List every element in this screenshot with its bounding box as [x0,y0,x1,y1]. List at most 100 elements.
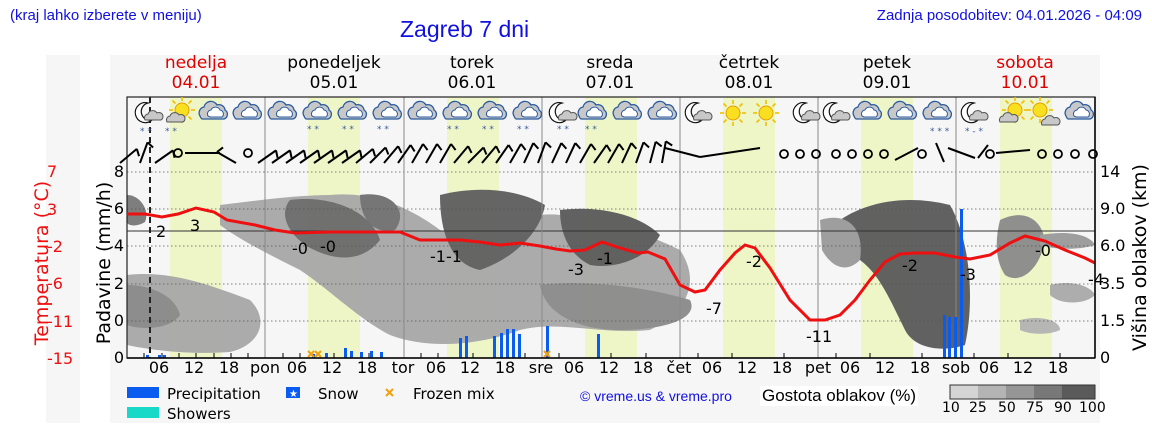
svg-text:-0: -0 [320,237,336,256]
x-tick: 18 [771,358,793,377]
cloud-height-tick: 3.5 [1100,274,1126,293]
temp-tick: -2 [47,237,63,256]
showers-swatch [127,407,159,418]
svg-text:* *: * * [585,125,597,135]
x-tick: 12 [1012,358,1034,377]
svg-text:* *: * * [140,127,152,137]
svg-text:-1: -1 [430,247,446,266]
svg-text:3: 3 [190,216,200,235]
cloud-scale-label: 50 [998,400,1016,416]
x-tick: 06 [148,358,170,377]
temperature-labels: 2 3 -0 -0 -1 -1 -3 -1 -7 -2 -11 -2 -3 -0… [156,216,1104,346]
x-tick: sob [941,358,971,377]
x-tick: 12 [874,358,896,377]
svg-text:* *: * * [307,125,319,135]
svg-text:-0: -0 [1035,241,1051,260]
svg-text:-2: -2 [746,252,762,271]
svg-text:* - *: * - * [965,127,983,137]
legend-showers: Showers [167,405,231,423]
legend-frozen-mix: Frozen mix [413,385,495,403]
x-tick: 06 [978,358,1000,377]
legend-precipitation: Precipitation [167,385,261,403]
snow-star-icon: ★ [289,389,298,400]
page-title: Zagreb 7 dni [400,16,530,42]
x-tick: 18 [909,358,931,377]
cloud-height-tick: 14 [1100,162,1121,181]
day-label: sobota 10.01 [996,53,1054,93]
x-tick: 18 [218,358,240,377]
cloud-scale-label: 75 [1026,400,1044,416]
x-tick: pet [804,358,832,377]
svg-text:-2: -2 [902,256,918,275]
x-tick: 12 [183,358,205,377]
snow-marks: * * * * * * * * * * * * * * * * * * * * * * * *… [140,125,983,137]
svg-text:-1: -1 [597,249,613,268]
cloud-scale-label: 100 [1079,400,1106,416]
copyright-link[interactable]: © vreme.us & vreme.pro [580,388,732,404]
svg-text:-0: -0 [292,239,308,258]
day-label: ponedeljek 05.01 [287,53,381,93]
x-tick: 18 [356,358,378,377]
precipitation-swatch [127,387,159,398]
frozen-mix-markers [307,350,551,358]
x-tick: 12 [459,358,481,377]
cloud-density-title: Gostota oblakov (%) [760,386,919,406]
cloud-scale-label: 10 [942,400,960,416]
location-hint: (kraj lahko izberete v meniju) [10,7,202,24]
precip-tick: 8 [113,162,124,181]
svg-text:-3: -3 [568,260,584,279]
temp-tick: -15 [47,349,74,368]
x-tick: sre [528,358,554,377]
x-tick: tor [391,358,415,377]
x-tick: 18 [1047,358,1069,377]
cloud-height-tick: 6.0 [1100,236,1126,255]
x-tick: čet [666,358,692,377]
svg-text:* * *: * * * [930,127,950,137]
day-label: četrtek 08.01 [718,53,780,93]
day-label: nedelja 04.01 [164,53,228,93]
temperature-axis-panel [46,55,80,423]
x-tick: 06 [425,358,447,377]
day-label: petek 09.01 [862,53,912,93]
svg-text:* *: * * [377,125,389,135]
x-tick: 12 [321,358,343,377]
x-minor-ticks [143,353,1061,358]
precip-tick: 4 [113,236,124,255]
x-tick: 06 [563,358,585,377]
frozen-mix-icon [385,388,394,397]
x-tick: 18 [632,358,654,377]
temp-tick: -6 [47,274,63,293]
wind-barbs [119,140,1098,170]
cloud-scale-label: 25 [969,400,987,416]
cloud-height-tick: 0 [1100,348,1111,367]
cloud-density-scale [949,384,1096,400]
svg-text:2: 2 [156,222,166,241]
svg-text:* *: * * [482,125,494,135]
precip-tick: 2 [113,274,124,293]
cloud-height-tick: 9.0 [1100,199,1126,218]
last-update: Zadnja posodobitev: 04.01.2026 - 04:09 [876,7,1142,24]
svg-text:* *: * * [165,127,177,137]
svg-text:-1: -1 [446,247,462,266]
svg-text:* *: * * [447,125,459,135]
x-tick: 12 [598,358,620,377]
svg-text:* *: * * [557,125,569,135]
temp-tick: -11 [47,312,74,331]
temp-tick: 7 [47,162,58,181]
svg-text:-11: -11 [806,327,832,346]
x-tick: 12 [736,358,758,377]
day-label: torek 06.01 [447,53,497,93]
day-label: sreda 07.01 [585,53,635,93]
snow-swatch [286,387,300,398]
svg-text:-4: -4 [1088,270,1104,289]
legend-snow: Snow [318,385,359,403]
svg-text:-3: -3 [960,265,976,284]
precipitation-bars [146,209,963,358]
x-tick: 06 [839,358,861,377]
svg-text:-7: -7 [706,299,722,318]
cloud-scale-label: 90 [1054,400,1072,416]
svg-text:* *: * * [342,125,354,135]
svg-text:* *: * * [517,125,529,135]
precip-tick: 6 [113,199,124,218]
